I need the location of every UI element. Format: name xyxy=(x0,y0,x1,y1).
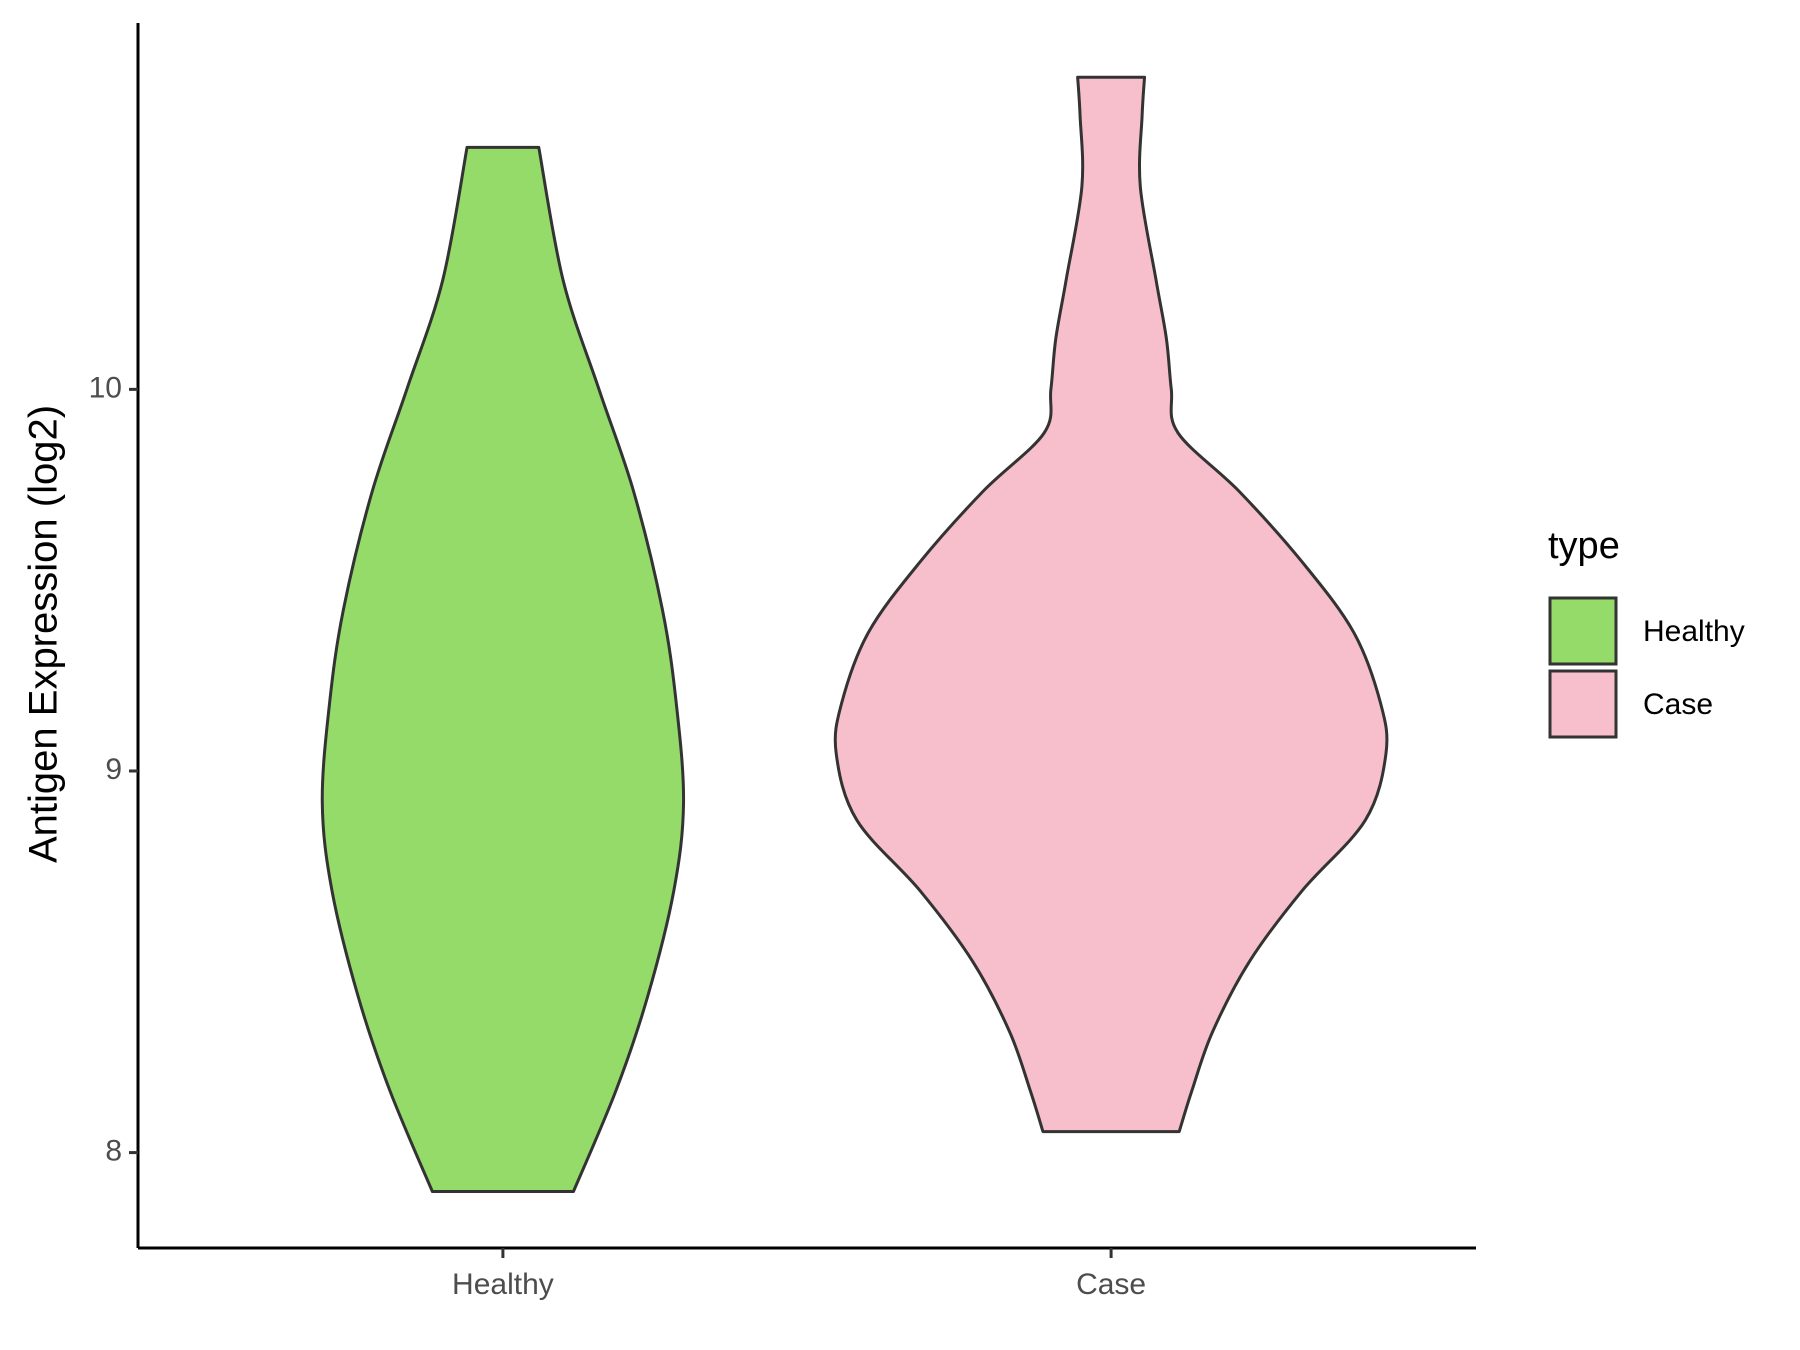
x-tick-label: Healthy xyxy=(452,1268,554,1301)
legend-label: Healthy xyxy=(1643,615,1745,648)
y-axis-title: Antigen Expression (log2) xyxy=(22,405,66,863)
y-tick-label: 9 xyxy=(105,753,122,786)
y-tick-label: 10 xyxy=(89,371,122,404)
violin xyxy=(320,145,686,1194)
legend-label: Case xyxy=(1643,688,1713,721)
x-tick-label: Case xyxy=(1076,1268,1146,1301)
legend-key xyxy=(1548,596,1618,666)
y-tick-label: 8 xyxy=(105,1135,122,1168)
legend-title: type xyxy=(1548,525,1620,567)
legend-key xyxy=(1548,669,1618,739)
violin xyxy=(833,75,1389,1134)
